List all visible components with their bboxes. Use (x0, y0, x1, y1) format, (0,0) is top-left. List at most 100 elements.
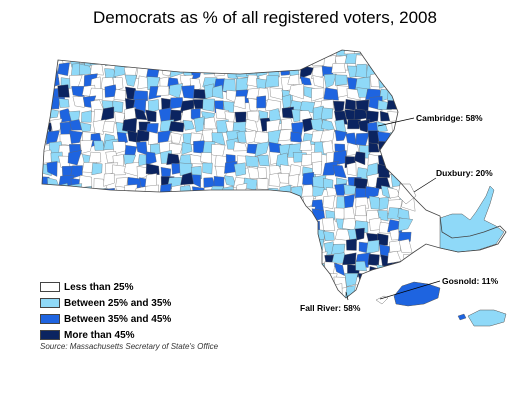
town-region (47, 96, 60, 110)
town-region (134, 50, 146, 58)
town-region (396, 63, 410, 77)
town-region (188, 276, 203, 290)
town-region (42, 97, 52, 113)
legend-label: Less than 25% (64, 281, 134, 293)
town-region (204, 116, 217, 130)
legend-label: Between 35% and 45% (64, 313, 172, 325)
town-region (211, 243, 225, 255)
town-region (290, 249, 303, 263)
town-region (79, 199, 94, 212)
legend-swatch (40, 330, 60, 340)
town-region (344, 99, 356, 111)
town-region (246, 74, 258, 88)
town-region (235, 183, 248, 199)
town-region (90, 63, 104, 76)
town-region (203, 216, 215, 232)
town-region (288, 50, 302, 55)
town-region (367, 253, 380, 266)
town-region (389, 149, 402, 163)
town-region (101, 263, 115, 278)
town-region (181, 275, 194, 287)
town-region (333, 262, 345, 277)
town-region (159, 183, 172, 196)
town-region (301, 184, 316, 199)
town-region (365, 239, 380, 255)
town-region (46, 194, 60, 210)
town-region (149, 195, 164, 211)
town-region (42, 187, 53, 201)
town-region (156, 263, 169, 279)
town-region (332, 283, 343, 298)
town-region (400, 98, 411, 112)
town-region (369, 55, 383, 69)
town-region (181, 261, 196, 274)
town-region (116, 52, 129, 66)
town-region (269, 299, 279, 310)
town-region (278, 232, 293, 246)
town-region (259, 286, 271, 297)
town-region (136, 141, 148, 156)
town-region (212, 217, 228, 230)
massachusetts-outline (41, 49, 507, 299)
town-region (235, 242, 248, 255)
town-region (259, 51, 273, 67)
town-region (299, 139, 313, 151)
town-region (136, 52, 151, 69)
town-region (246, 276, 261, 290)
town-region (169, 55, 183, 68)
town-region (255, 216, 269, 232)
legend-swatch (40, 298, 60, 308)
town-region (42, 199, 54, 213)
town-region (113, 89, 126, 101)
town-region (256, 232, 272, 245)
town-region (147, 239, 158, 253)
town-region (343, 184, 357, 195)
town-region (123, 265, 137, 279)
town-region (399, 105, 414, 122)
town-region (363, 50, 379, 58)
town-region (60, 199, 75, 212)
town-region (176, 208, 191, 220)
town-region (42, 250, 48, 267)
town-region (126, 221, 139, 235)
town-region (171, 220, 184, 234)
town-region (222, 254, 236, 268)
town-region (93, 220, 110, 232)
town-region (105, 197, 120, 212)
town-region (388, 165, 399, 175)
town-region (178, 295, 188, 298)
town-region (93, 50, 108, 58)
town-region (113, 196, 126, 211)
town-region (102, 121, 115, 133)
town-region (355, 63, 368, 79)
town-region (158, 204, 171, 217)
town-region (376, 52, 390, 65)
town-region (391, 64, 405, 78)
town-region (50, 220, 61, 236)
town-region (401, 141, 412, 155)
town-region (355, 204, 367, 216)
town-region (214, 194, 228, 208)
town-region (71, 50, 83, 59)
town-region (113, 239, 126, 250)
town-region (92, 119, 106, 135)
town-region (203, 196, 218, 211)
town-region (387, 88, 402, 103)
town-region (104, 53, 120, 67)
town-region (169, 62, 185, 78)
town-region (346, 88, 361, 101)
town-region (147, 205, 161, 219)
cambridge-leader-line (377, 117, 415, 127)
town-region (169, 273, 184, 286)
town-region (202, 210, 215, 223)
town-region (315, 284, 329, 296)
town-region (167, 250, 181, 263)
legend-item: Less than 25% (40, 279, 171, 295)
town-region (325, 209, 338, 221)
town-region (112, 100, 124, 113)
town-region (156, 218, 171, 232)
town-region (403, 254, 416, 265)
town-region (311, 87, 325, 102)
town-region (321, 50, 333, 55)
town-region (256, 61, 270, 77)
